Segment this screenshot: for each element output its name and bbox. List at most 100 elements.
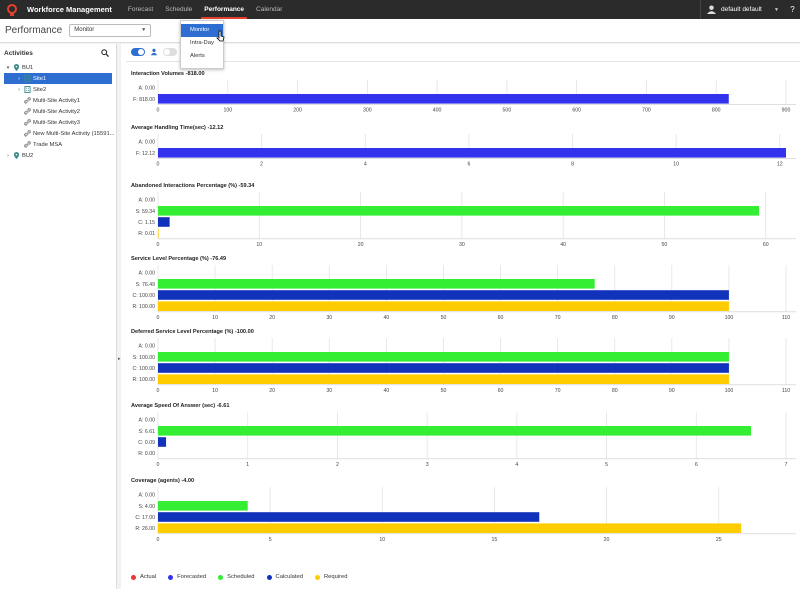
tree-item-label: Multi-Site Activity3 xyxy=(33,119,81,126)
bar-required xyxy=(158,228,159,238)
chart-title: Service Level Percentage (%) -76.49 xyxy=(131,256,226,262)
legend-item-actual[interactable]: Actual xyxy=(131,574,156,580)
tree-item-label: BU1 xyxy=(22,64,34,71)
link-icon xyxy=(22,97,33,104)
bar-required xyxy=(158,523,742,533)
tick-label: 5 xyxy=(269,537,272,543)
category-label: R: 100.00 xyxy=(133,304,156,310)
chevron-right-icon[interactable]: › xyxy=(7,152,9,159)
chevron-down-icon[interactable]: ▾ xyxy=(6,64,10,71)
legend-item-scheduled[interactable]: Scheduled xyxy=(218,574,255,580)
tick-label: 2 xyxy=(336,462,339,468)
chart-title: Deferred Service Level Percentage (%) -1… xyxy=(131,329,254,335)
tick-label: 110 xyxy=(782,315,790,321)
bar-calculated xyxy=(158,217,170,227)
tick-label: 10 xyxy=(673,161,679,167)
tree-item-multi-site-activity2[interactable]: Multi-Site Activity2 xyxy=(0,106,116,117)
nav-forecast[interactable]: Forecast xyxy=(127,6,154,13)
metrics-charts: Interaction Volumes -818.000 100 200 300 400… xyxy=(131,71,796,543)
tree-item-site2[interactable]: › Site2 xyxy=(0,84,116,95)
chevron-down-icon: ▼ xyxy=(774,6,779,13)
link-icon xyxy=(22,119,33,126)
category-label: A: 0.00 xyxy=(139,344,156,350)
tree-item-multi-site-activity1[interactable]: Multi-Site Activity1 xyxy=(0,95,116,106)
chart-legend: Actual Forecasted Scheduled Calculated Requi… xyxy=(131,574,347,580)
bar-scheduled xyxy=(158,206,760,216)
legend-item-required[interactable]: Required xyxy=(314,574,348,580)
category-label: A: 0.00 xyxy=(139,493,156,499)
legend-dot-icon xyxy=(266,574,272,580)
tick-label: 0 xyxy=(157,315,160,321)
bar-required xyxy=(158,301,729,311)
people-icon[interactable] xyxy=(150,48,158,56)
collapse-sidebar-icon[interactable]: ▸ xyxy=(118,356,121,362)
tree-item-label: Site1 xyxy=(33,75,47,82)
category-label: A: 0.00 xyxy=(139,140,156,146)
tick-label: 6 xyxy=(695,462,698,468)
tick-label: 4 xyxy=(515,462,518,468)
tree-item-trade-msa[interactable]: Trade MSA xyxy=(0,139,116,150)
chevron-right-icon[interactable]: › xyxy=(18,75,20,82)
tick-label: 300 xyxy=(363,107,372,113)
category-label: C: 0.09 xyxy=(138,440,155,446)
tick-label: 0 xyxy=(157,388,160,394)
tick-label: 600 xyxy=(572,107,581,113)
tick-label: 10 xyxy=(379,537,385,543)
tick-label: 25 xyxy=(716,537,722,543)
menu-item-monitor[interactable]: Monitor xyxy=(181,24,223,37)
tree-item-label: BU2 xyxy=(22,152,34,159)
tree-item-bu1[interactable]: ▾ BU1 xyxy=(0,62,116,73)
tick-label: 20 xyxy=(269,315,275,321)
nav-schedule[interactable]: Schedule xyxy=(165,6,193,13)
tree-item-multi-site-activity3[interactable]: Multi-Site Activity3 xyxy=(0,117,116,128)
tick-label: 700 xyxy=(642,107,651,113)
tick-label: 0 xyxy=(157,242,160,248)
bar-forecasted xyxy=(158,148,786,158)
main-panel: Interaction Volumes -818.00 0 100 200 300 400… xyxy=(121,44,800,589)
tick-label: 900 xyxy=(782,107,791,113)
tick-label: 500 xyxy=(503,107,512,113)
menu-item-intra-day[interactable]: Intra-Day xyxy=(190,40,214,46)
tree-item-bu2[interactable]: › BU2 xyxy=(0,150,116,161)
tick-label: 30 xyxy=(326,388,332,394)
toggle-switch-on[interactable] xyxy=(131,48,145,56)
help-button[interactable]: ? xyxy=(790,5,795,14)
category-label: S: 76.49 xyxy=(136,282,155,288)
tick-label: 50 xyxy=(441,388,447,394)
legend-item-calculated[interactable]: Calculated xyxy=(266,574,303,580)
tick-label: 10 xyxy=(256,242,262,248)
building-icon xyxy=(22,75,33,82)
chevron-right-icon[interactable]: › xyxy=(18,86,20,93)
tick-label: 7 xyxy=(785,462,788,468)
category-label: A: 0.00 xyxy=(139,418,156,424)
view-select-value: Monitor xyxy=(74,27,95,33)
category-label: R: 100.00 xyxy=(133,377,156,383)
chart-toolbar xyxy=(131,48,177,56)
toggle-switch-off[interactable] xyxy=(163,48,177,56)
bar-calculated xyxy=(158,363,729,373)
tick-label: 5 xyxy=(605,462,608,468)
menu-item-alerts[interactable]: Alerts xyxy=(190,53,205,59)
tick-label: 20 xyxy=(604,537,610,543)
tree-item-site1[interactable]: › Site1 xyxy=(4,73,112,84)
tree-item-label: Trade MSA xyxy=(33,141,63,148)
legend-label: Required xyxy=(323,574,348,580)
tick-label: 0 xyxy=(157,537,160,543)
legend-label: Actual xyxy=(140,574,157,580)
tree-item-new-multi-site-activity-15591[interactable]: New Multi-Site Activity (15591... xyxy=(0,128,116,139)
legend-item-forecasted[interactable]: Forecasted xyxy=(168,574,206,580)
legend-dot-icon xyxy=(168,574,174,580)
nav-performance[interactable]: Performance xyxy=(198,0,250,19)
top-nav-bar: Workforce Management Forecast Schedule P… xyxy=(0,0,800,19)
view-select[interactable]: Monitor ▼ xyxy=(69,24,152,37)
bar-calculated xyxy=(158,290,729,300)
user-menu[interactable]: default default ▼ xyxy=(700,0,783,19)
sidebar-header: Activities xyxy=(0,44,116,62)
activity-tree: ▾ BU1 › Site1 › Site2 Multi-Site Activity1 Mult… xyxy=(0,62,116,161)
tick-label: 60 xyxy=(498,388,504,394)
nav-calendar[interactable]: Calendar xyxy=(256,6,283,13)
tick-label: 6 xyxy=(467,161,470,167)
chart-title: Coverage (agents) -4.00 xyxy=(131,478,194,484)
chart-title: Average Handling Time(sec) -12.12 xyxy=(131,125,223,131)
search-icon[interactable] xyxy=(101,49,109,57)
